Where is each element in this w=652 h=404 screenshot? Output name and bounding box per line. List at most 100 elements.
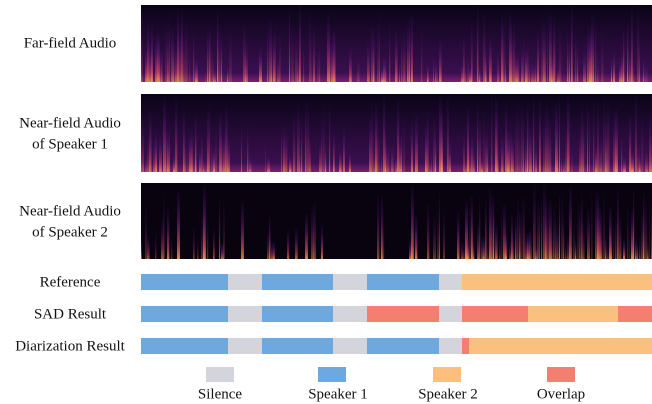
segment: [618, 306, 652, 322]
spectrogram-stripe: [219, 197, 220, 259]
spectrogram-stripe: [601, 28, 604, 82]
spectrogram-stripe: [343, 125, 345, 172]
spectrogram-stripe: [633, 60, 634, 82]
spectrogram-stripe: [537, 29, 539, 82]
spectrogram-stripe: [241, 121, 242, 172]
spectrogram-stripe: [181, 9, 183, 82]
spectrogram-stripe: [467, 54, 469, 82]
spectrogram-stripe: [571, 144, 573, 172]
spectrogram-stripe: [545, 197, 547, 259]
spectrogram-stripe: [559, 24, 561, 82]
segment: [228, 338, 262, 354]
spectrogram-stripe: [205, 66, 206, 82]
spectrogram-stripe: [465, 154, 467, 172]
spectrogram-stripe: [539, 204, 540, 259]
spectrogram-stripe: [603, 192, 605, 259]
spectrogram-stripe: [511, 213, 513, 259]
spectrogram-stripe: [623, 28, 624, 82]
spectrogram-stripe: [473, 241, 474, 259]
legend-swatch: [206, 367, 234, 382]
spectrogram-stripe: [207, 215, 208, 259]
spectrogram-stripe: [601, 231, 603, 259]
spectrogram-stripe: [535, 243, 537, 259]
spectrogram-stripe: [273, 241, 275, 259]
spectrogram-stripe: [605, 121, 607, 172]
spectrogram-stripe: [541, 197, 542, 259]
spectrogram-stripe: [551, 52, 553, 82]
spectrogram-stripe: [171, 237, 172, 259]
segment: [262, 338, 333, 354]
spectrogram-stripe: [605, 235, 606, 259]
spectrogram-stripe: [211, 134, 213, 172]
spectrogram-stripe: [367, 39, 370, 82]
spectrogram-stripe: [559, 194, 560, 259]
spectrogram-stripe: [505, 104, 507, 172]
spectrogram-stripe: [371, 24, 373, 82]
spectrogram-stripe: [527, 43, 529, 82]
spectrogram-stripe: [409, 17, 410, 82]
spectrogram-stripe: [437, 63, 438, 82]
segment: [469, 338, 652, 354]
spectrogram-stripe: [569, 40, 570, 82]
spectrogram-stripe: [501, 194, 502, 259]
spectrogram-stripe: [185, 131, 186, 172]
legend-swatch: [433, 367, 461, 382]
segment: [367, 338, 439, 354]
spectrogram-stripe: [321, 120, 322, 172]
spectrogram-stripe: [587, 209, 590, 259]
spectrogram-stripe: [229, 24, 232, 82]
spectrogram-stripe: [269, 214, 270, 259]
spectrogram-stripe: [173, 154, 175, 172]
spectrogram-stripe: [153, 139, 155, 172]
spectrogram-stripe: [583, 119, 584, 172]
spectrogram-stripe: [629, 226, 630, 259]
row-label: Near-field Audio: [19, 203, 121, 219]
spectrogram-stripe: [249, 155, 252, 172]
spectrogram-stripe: [479, 119, 481, 172]
spectrogram-stripe: [525, 136, 527, 172]
spectrogram-stripe: [427, 110, 429, 172]
legend-label: Silence: [198, 386, 242, 402]
spectrogram-stripe: [587, 101, 588, 172]
spectrogram-stripe: [147, 234, 150, 259]
spectrogram-stripe: [523, 197, 525, 259]
segment: [439, 338, 462, 354]
spectrogram-stripe: [399, 60, 400, 82]
spectrogram-stripe: [619, 60, 621, 82]
spectrogram-stripe: [329, 31, 331, 82]
spectrogram-stripe: [443, 209, 445, 259]
spectrogram-stripe: [505, 231, 507, 259]
spectrogram-stripe: [527, 106, 528, 172]
spectrogram-stripe: [587, 27, 589, 82]
spectrogram-stripe: [479, 65, 480, 82]
spectrogram-stripe: [439, 38, 442, 82]
spectrogram-stripe: [643, 54, 644, 82]
spectrogram-stripe: [499, 237, 501, 259]
spectrogram-stripe: [619, 215, 622, 259]
spectrogram-stripe: [289, 154, 291, 172]
spectrogram-stripe: [213, 147, 215, 172]
spectrogram-stripe: [465, 63, 466, 82]
spectrogram-stripe: [523, 117, 524, 172]
spectrogram-stripe: [325, 142, 326, 172]
spectrogram-stripe: [517, 104, 519, 172]
spectrogram-stripe: [401, 31, 403, 82]
spectrogram-stripe: [305, 213, 308, 259]
spectrogram-stripe: [213, 228, 215, 259]
spectrogram-stripe: [523, 31, 524, 82]
spectrogram-stripe: [163, 193, 165, 259]
row-label: Near-field Audio: [19, 115, 121, 131]
spectrogram-stripe: [427, 204, 429, 259]
spectrogram-stripe: [411, 185, 414, 259]
spectrogram-stripe: [223, 202, 225, 259]
row-label: of Speaker 2: [32, 224, 108, 240]
spectrogram-stripe: [357, 52, 360, 82]
spectrogram-stripe: [183, 30, 185, 82]
spectrogram-stripe: [481, 156, 483, 172]
spectrogram-stripe: [307, 101, 309, 172]
spectrogram-stripe: [377, 194, 379, 259]
spectrogram-stripe: [447, 96, 449, 172]
spectrogram-stripe: [207, 29, 208, 82]
spectrogram-stripe: [631, 6, 633, 82]
spectrogram-stripe: [639, 35, 640, 82]
